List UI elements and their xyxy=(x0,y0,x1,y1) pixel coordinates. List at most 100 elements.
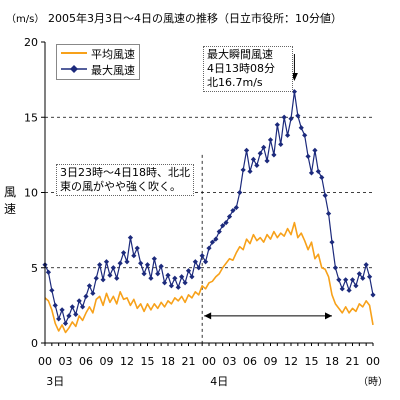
x-tick-label-16: 00 xyxy=(366,355,380,368)
max-wind-point-88 xyxy=(343,277,349,283)
max-wind-point-46 xyxy=(199,253,205,259)
x-tick-label-0: 00 xyxy=(38,355,52,368)
max-wind-point-23 xyxy=(120,250,127,256)
max-wind-point-69 xyxy=(278,141,284,147)
x-tick-label-3: 09 xyxy=(100,355,114,368)
x-tick-label-12: 12 xyxy=(284,355,298,368)
max-wind-point-31 xyxy=(148,275,154,281)
max-wind-point-78 xyxy=(308,170,315,176)
max-wind-point-16 xyxy=(97,262,103,268)
max-wind-point-4 xyxy=(56,316,62,322)
max-wind-point-3 xyxy=(52,302,58,308)
x-tick-label-13: 15 xyxy=(305,355,319,368)
legend-line-max xyxy=(61,65,87,73)
max-wind-point-28 xyxy=(138,260,144,266)
annotation-arrows xyxy=(204,54,332,320)
max-wind-point-81 xyxy=(319,174,325,181)
x-tick-label-2: 06 xyxy=(79,355,93,368)
max-wind-point-47 xyxy=(202,259,209,265)
x-tick-label-15: 21 xyxy=(346,355,360,368)
max-wind-point-76 xyxy=(302,132,308,138)
max-wind-point-90 xyxy=(349,277,356,283)
legend: 平均風速 最大風速 xyxy=(56,44,140,80)
max-wind-point-65 xyxy=(264,158,270,164)
y-tick-label-15: 15 xyxy=(24,111,38,124)
max-wind-point-44 xyxy=(192,259,198,265)
y-tick-label-10: 10 xyxy=(24,187,38,200)
series-max-wind xyxy=(42,89,376,327)
max-wind-point-48 xyxy=(206,245,212,251)
series-average-wind xyxy=(44,221,374,334)
max-wind-point-75 xyxy=(298,125,304,131)
max-wind-point-70 xyxy=(281,114,287,120)
max-wind-point-36 xyxy=(165,272,171,278)
y-tick-label-20: 20 xyxy=(24,36,38,49)
max-wind-point-21 xyxy=(114,275,120,281)
max-wind-point-52 xyxy=(220,223,226,229)
y-tick-labels: 0 5 10 15 20 xyxy=(24,36,45,350)
max-wind-point-45 xyxy=(196,265,202,271)
max-wind-point-7 xyxy=(66,313,72,319)
max-wind-point-8 xyxy=(69,304,75,310)
max-wind-point-9 xyxy=(73,311,79,318)
max-wind-point-95 xyxy=(366,274,373,280)
max-wind-point-5 xyxy=(59,307,65,313)
max-wind-point-51 xyxy=(216,229,222,235)
peak-annotation-box: 最大瞬間風速 4日13時08分 北16.7m/s xyxy=(203,46,293,92)
y-axis-label-2: 速 xyxy=(4,202,16,216)
left-annotation-line-2: 東の風がやや強く吹く。 xyxy=(60,180,181,193)
y-tick-label-0: 0 xyxy=(31,337,38,350)
max-wind-point-10 xyxy=(76,298,82,304)
max-wind-point-73 xyxy=(291,89,298,95)
x-tick-label-10: 06 xyxy=(243,355,257,368)
y-axis-label-1: 風 xyxy=(4,185,16,199)
max-wind-point-15 xyxy=(93,275,99,281)
y-tick-label-5: 5 xyxy=(31,262,38,275)
max-wind-point-27 xyxy=(134,245,140,251)
peak-annotation-line-3: 北16.7m/s xyxy=(207,76,263,89)
max-wind-point-60 xyxy=(247,168,253,175)
max-wind-point-96 xyxy=(370,292,376,298)
max-wind-point-85 xyxy=(332,265,339,271)
x-tick-label-8: 00 xyxy=(202,355,216,368)
day-label-0: 3日 xyxy=(46,375,64,388)
max-wind-point-63 xyxy=(257,150,263,156)
max-wind-point-59 xyxy=(243,147,250,153)
x-tick-label-4: 12 xyxy=(120,355,134,368)
x-tick-label-6: 18 xyxy=(161,355,175,368)
max-wind-point-72 xyxy=(288,116,294,122)
max-wind-point-71 xyxy=(284,132,291,138)
max-wind-point-89 xyxy=(346,287,352,293)
max-wind-point-77 xyxy=(305,153,311,159)
max-wind-point-66 xyxy=(267,137,274,143)
span-arrow-head-left xyxy=(204,312,212,320)
unit-label: （m/s） xyxy=(6,13,44,25)
max-wind-point-18 xyxy=(103,259,110,265)
x-tick-labels: 00 03 06 09 12 15 18 21 00 03 06 09 12 15 18 21 00 3日 4日 （時… xyxy=(38,343,388,388)
x-unit-label: （時） xyxy=(358,376,388,388)
legend-label-max: 最大風速 xyxy=(91,64,135,77)
legend-item-average: 平均風速 xyxy=(57,45,139,61)
max-wind-point-33 xyxy=(155,271,161,277)
x-tick-label-7: 21 xyxy=(182,355,196,368)
chart-title: 2005年3月3日～4日の風速の推移（日立市役所：10分値） xyxy=(48,11,342,25)
x-tick-label-5: 15 xyxy=(141,355,155,368)
max-wind-point-82 xyxy=(322,192,328,199)
max-wind-point-39 xyxy=(175,284,181,290)
max-wind-point-20 xyxy=(110,265,116,271)
max-wind-point-58 xyxy=(240,167,246,173)
legend-item-max: 最大風速 xyxy=(57,61,139,77)
max-wind-point-94 xyxy=(363,262,369,268)
max-wind-point-6 xyxy=(62,320,69,327)
max-wind-point-30 xyxy=(144,262,151,268)
peak-annotation-line-1: 最大瞬間風速 xyxy=(207,48,273,61)
legend-label-average: 平均風速 xyxy=(91,48,135,61)
max-wind-point-41 xyxy=(182,280,188,286)
max-wind-point-92 xyxy=(356,271,362,277)
max-wind-point-67 xyxy=(271,152,277,158)
max-wind-point-74 xyxy=(295,113,301,119)
max-wind-point-68 xyxy=(274,122,280,128)
max-wind-point-42 xyxy=(185,268,192,274)
span-arrow-head-right xyxy=(325,312,332,320)
